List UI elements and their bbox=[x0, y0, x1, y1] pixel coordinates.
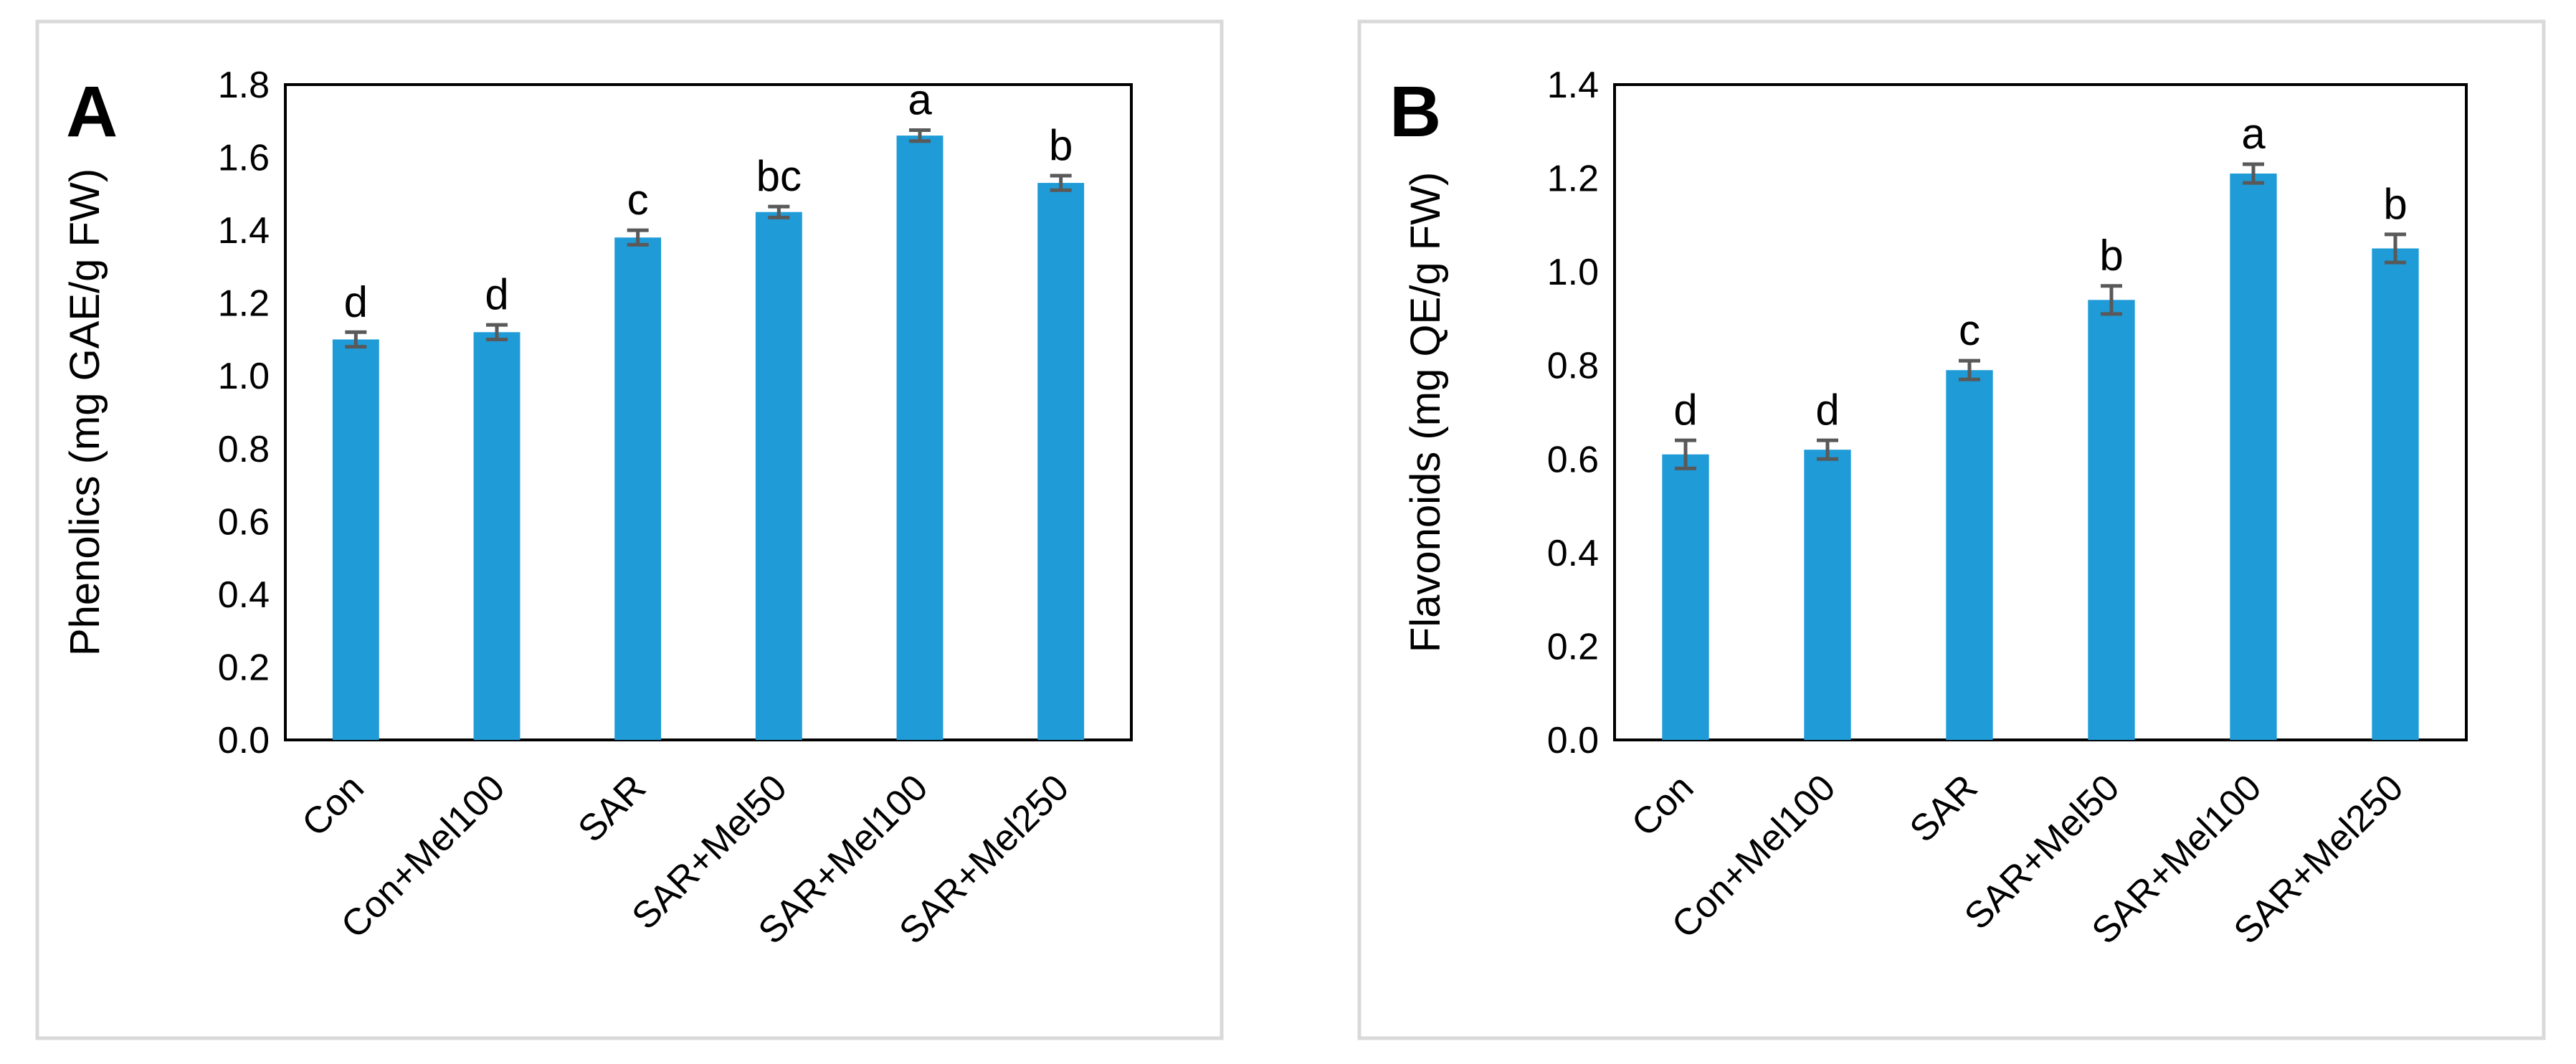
panel-a-error-bars bbox=[345, 128, 1072, 349]
panel-a-y-tick-label: 1.8 bbox=[218, 65, 270, 106]
panel-b-bar-5 bbox=[2230, 174, 2277, 741]
panel-a-significance-letter-4: bc bbox=[756, 152, 802, 200]
panel-a-error-bar-4 bbox=[768, 204, 790, 219]
panel-b-significance-letter-6: b bbox=[2383, 180, 2407, 228]
panel-b-significance-letter-4: b bbox=[2099, 232, 2123, 280]
panel-b-y-tick-label: 0.4 bbox=[1547, 533, 1599, 574]
panel-a-error-bar-1 bbox=[345, 330, 367, 349]
panel-b-bar-4 bbox=[2088, 300, 2135, 740]
panel-b-significance-letter-5: a bbox=[2241, 110, 2266, 158]
panel-a-significance-letter-5: a bbox=[908, 75, 932, 123]
panel-a-y-tick-label: 1.4 bbox=[218, 210, 270, 252]
panel-a-bar-1 bbox=[332, 339, 379, 740]
panel-b-bar-1 bbox=[1662, 454, 1709, 740]
panel-a-bar-4 bbox=[755, 212, 802, 740]
panel-a-y-ticks: 0.0 0.2 0.4 0.6 0.8 1.0 1.2 1.4 1.6 1.8 bbox=[218, 65, 270, 761]
panel-a-error-bar-3 bbox=[627, 228, 649, 247]
panel-b-error-bar-2 bbox=[1817, 438, 1838, 461]
panel-a-y-tick-label: 1.2 bbox=[218, 283, 270, 325]
panel-a-y-axis-title: Phenolics (mg GAE/g FW) bbox=[62, 168, 108, 656]
panel-a-y-tick-label: 0.6 bbox=[218, 501, 270, 543]
panel-b-y-tick-label: 0.0 bbox=[1547, 720, 1599, 761]
panel-a-y-tick-label: 1.0 bbox=[218, 356, 270, 397]
panel-a-significance-letters: d d c bc a b bbox=[344, 75, 1073, 326]
panel-b-y-tick-label: 1.0 bbox=[1547, 252, 1599, 293]
panel-a-bar-6 bbox=[1037, 183, 1085, 741]
panel-a-y-tick-label: 0.4 bbox=[218, 574, 270, 616]
panel-b-error-bar-1 bbox=[1675, 438, 1696, 470]
panel-b-error-bars bbox=[1675, 162, 2406, 470]
panel-b-plot-area bbox=[1613, 83, 2468, 741]
panel-a-y-tick-label: 0.2 bbox=[218, 647, 270, 688]
panel-b-y-tick-label: 0.8 bbox=[1547, 346, 1599, 387]
panel-a-letter: A bbox=[66, 72, 118, 152]
panel-b-bar-2 bbox=[1804, 450, 1851, 740]
panel-b-error-bar-4 bbox=[2101, 284, 2122, 316]
panel-b-bars bbox=[1662, 174, 2419, 741]
panel-b-y-ticks: 0.0 0.2 0.4 0.6 0.8 1.0 1.2 1.4 bbox=[1547, 65, 1599, 761]
panel-a: A Phenolics (mg GAE/g FW) 0.00.20.40.60.… bbox=[35, 19, 1224, 1040]
panel-b: B Flavonoids (mg QE/g FW) 0.00.20.40.60.… bbox=[1357, 19, 2546, 1040]
panel-a-error-bar-6 bbox=[1050, 174, 1072, 192]
panel-a-significance-letter-2: d bbox=[485, 270, 508, 318]
panel-a-significance-letter-6: b bbox=[1049, 121, 1073, 169]
panel-a-plot-area bbox=[284, 83, 1133, 741]
panel-b-bar-3 bbox=[1946, 370, 1993, 740]
panel-b-y-tick-label: 0.6 bbox=[1547, 439, 1599, 480]
panel-b-error-bar-5 bbox=[2243, 162, 2264, 185]
panel-b-error-bar-3 bbox=[1959, 358, 1980, 381]
panel-b-y-axis-title: Flavonoids (mg QE/g FW) bbox=[1402, 172, 1449, 652]
panel-b-y-tick-label: 0.2 bbox=[1547, 626, 1599, 668]
panel-a-y-tick-label: 1.6 bbox=[218, 138, 270, 179]
panel-a-bar-3 bbox=[614, 237, 662, 740]
panel-b-bar-6 bbox=[2372, 248, 2419, 740]
panel-b-y-tick-label: 1.2 bbox=[1547, 158, 1599, 200]
panel-b-error-bar-6 bbox=[2385, 232, 2406, 265]
panel-a-y-tick-label: 0.8 bbox=[218, 429, 270, 470]
panel-a-error-bar-5 bbox=[909, 128, 931, 143]
panel-b-significance-letter-2: d bbox=[1815, 386, 1839, 434]
panel-a-significance-letter-1: d bbox=[344, 277, 368, 326]
panel-a-error-bar-2 bbox=[486, 323, 508, 341]
panel-a-bar-2 bbox=[473, 332, 521, 740]
panel-a-bars bbox=[332, 136, 1085, 741]
panel-a-significance-letter-3: c bbox=[627, 176, 649, 224]
panel-b-y-tick-label: 1.4 bbox=[1547, 65, 1599, 106]
panel-a-bar-5 bbox=[896, 136, 944, 741]
panel-b-significance-letters: d d c b a b bbox=[1673, 110, 2407, 434]
panel-b-significance-letter-1: d bbox=[1673, 386, 1697, 434]
panel-b-letter: B bbox=[1389, 72, 1441, 152]
panel-b-significance-letter-3: c bbox=[1959, 306, 1980, 354]
panel-a-y-tick-label: 0.0 bbox=[218, 720, 270, 761]
